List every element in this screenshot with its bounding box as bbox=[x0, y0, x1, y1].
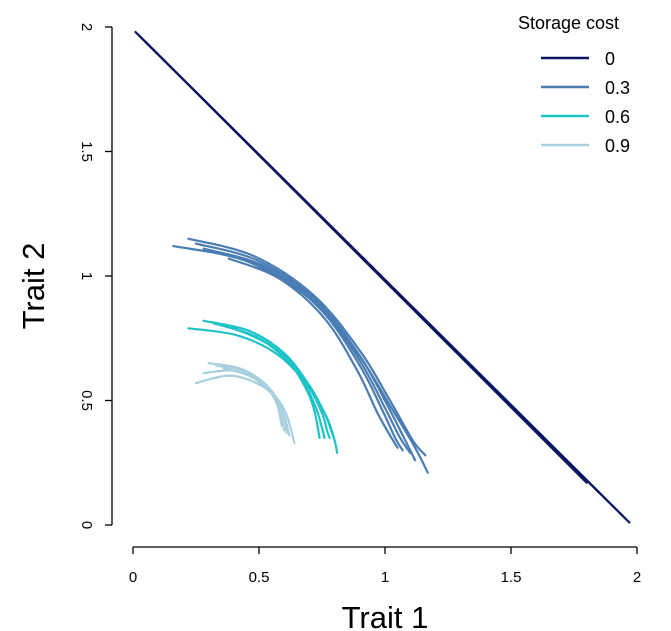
series-curve bbox=[232, 327, 321, 439]
y-tick-label: 1 bbox=[78, 272, 95, 280]
series-curve bbox=[187, 327, 339, 454]
series-curve bbox=[194, 242, 417, 462]
series-curve bbox=[202, 319, 336, 442]
series-curve bbox=[144, 40, 588, 484]
legend-label: 0.6 bbox=[605, 107, 630, 127]
x-tick-label: 2 bbox=[633, 569, 641, 586]
series-curve bbox=[187, 237, 427, 457]
legend: Storage cost 0 0.3 0.6 0.9 bbox=[518, 13, 630, 156]
series-2 bbox=[187, 319, 339, 454]
series-0 bbox=[134, 30, 631, 524]
plot-area bbox=[134, 30, 631, 524]
x-axis: 0 0.5 1 1.5 2 bbox=[129, 546, 641, 586]
legend-label: 0.3 bbox=[605, 78, 630, 98]
y-axis: 0 0.5 1 1.5 2 bbox=[78, 23, 113, 529]
series-curve bbox=[222, 367, 283, 427]
y-axis-title: Trait 2 bbox=[16, 243, 51, 330]
series-curve bbox=[227, 257, 399, 449]
x-tick-label: 1 bbox=[381, 569, 389, 586]
x-axis-title: Trait 1 bbox=[342, 600, 429, 631]
legend-title: Storage cost bbox=[518, 13, 619, 33]
series-curve bbox=[212, 322, 331, 439]
x-tick-label: 0.5 bbox=[249, 569, 270, 586]
legend-label: 0 bbox=[605, 49, 615, 69]
series-curve bbox=[215, 364, 286, 432]
series-curve bbox=[222, 324, 326, 439]
y-tick-label: 2 bbox=[78, 23, 95, 31]
x-tick-label: 1.5 bbox=[501, 569, 522, 586]
legend-label: 0.9 bbox=[605, 136, 630, 156]
series-curve bbox=[212, 250, 404, 452]
series-1 bbox=[172, 237, 429, 474]
series-curve bbox=[172, 245, 429, 474]
y-tick-label: 0.5 bbox=[78, 390, 95, 411]
y-tick-label: 0 bbox=[78, 521, 95, 529]
x-tick-label: 0 bbox=[129, 569, 137, 586]
series-3 bbox=[194, 362, 296, 444]
series-curve bbox=[202, 247, 412, 454]
series-curve bbox=[381, 277, 628, 522]
y-tick-label: 1.5 bbox=[78, 141, 95, 162]
